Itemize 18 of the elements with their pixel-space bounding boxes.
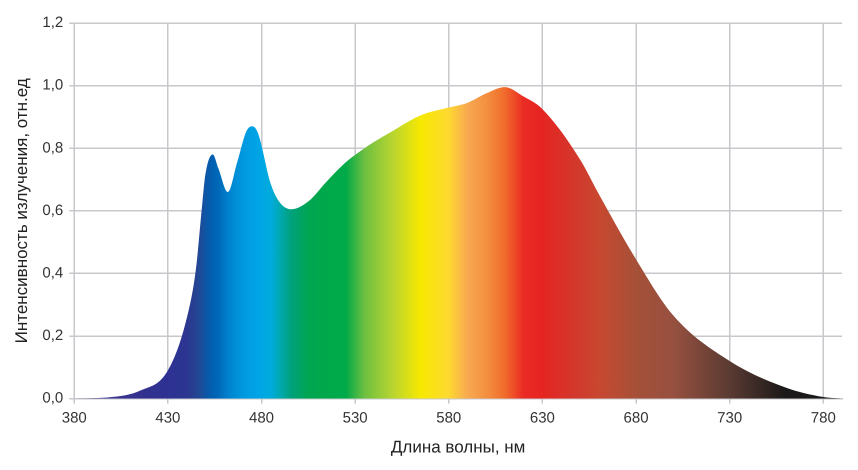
x-tick-label: 630 [530, 410, 555, 427]
x-tick-label: 780 [810, 410, 836, 427]
x-tick-label: 380 [62, 410, 87, 427]
y-axis-title: Интенсивность излучения, отн.ед [12, 78, 31, 344]
x-tick-label: 480 [248, 410, 274, 427]
x-axis-title: Длина волны, нм [390, 437, 526, 456]
y-tick-label: 1,0 [42, 76, 64, 94]
x-tick-label: 530 [342, 410, 368, 427]
y-tick-label: 1,2 [42, 14, 64, 32]
y-tick-label: 0,0 [42, 390, 64, 407]
y-tick-label: 0,8 [42, 139, 64, 156]
y-tick-label: 0,6 [42, 202, 64, 219]
x-tick-label: 430 [155, 410, 180, 427]
x-tick-label: 680 [624, 410, 649, 427]
y-tick-label: 0,2 [42, 327, 64, 344]
x-tick-label: 580 [436, 410, 462, 427]
y-tick-label: 0,4 [42, 264, 64, 282]
x-tick-label: 730 [717, 410, 742, 427]
